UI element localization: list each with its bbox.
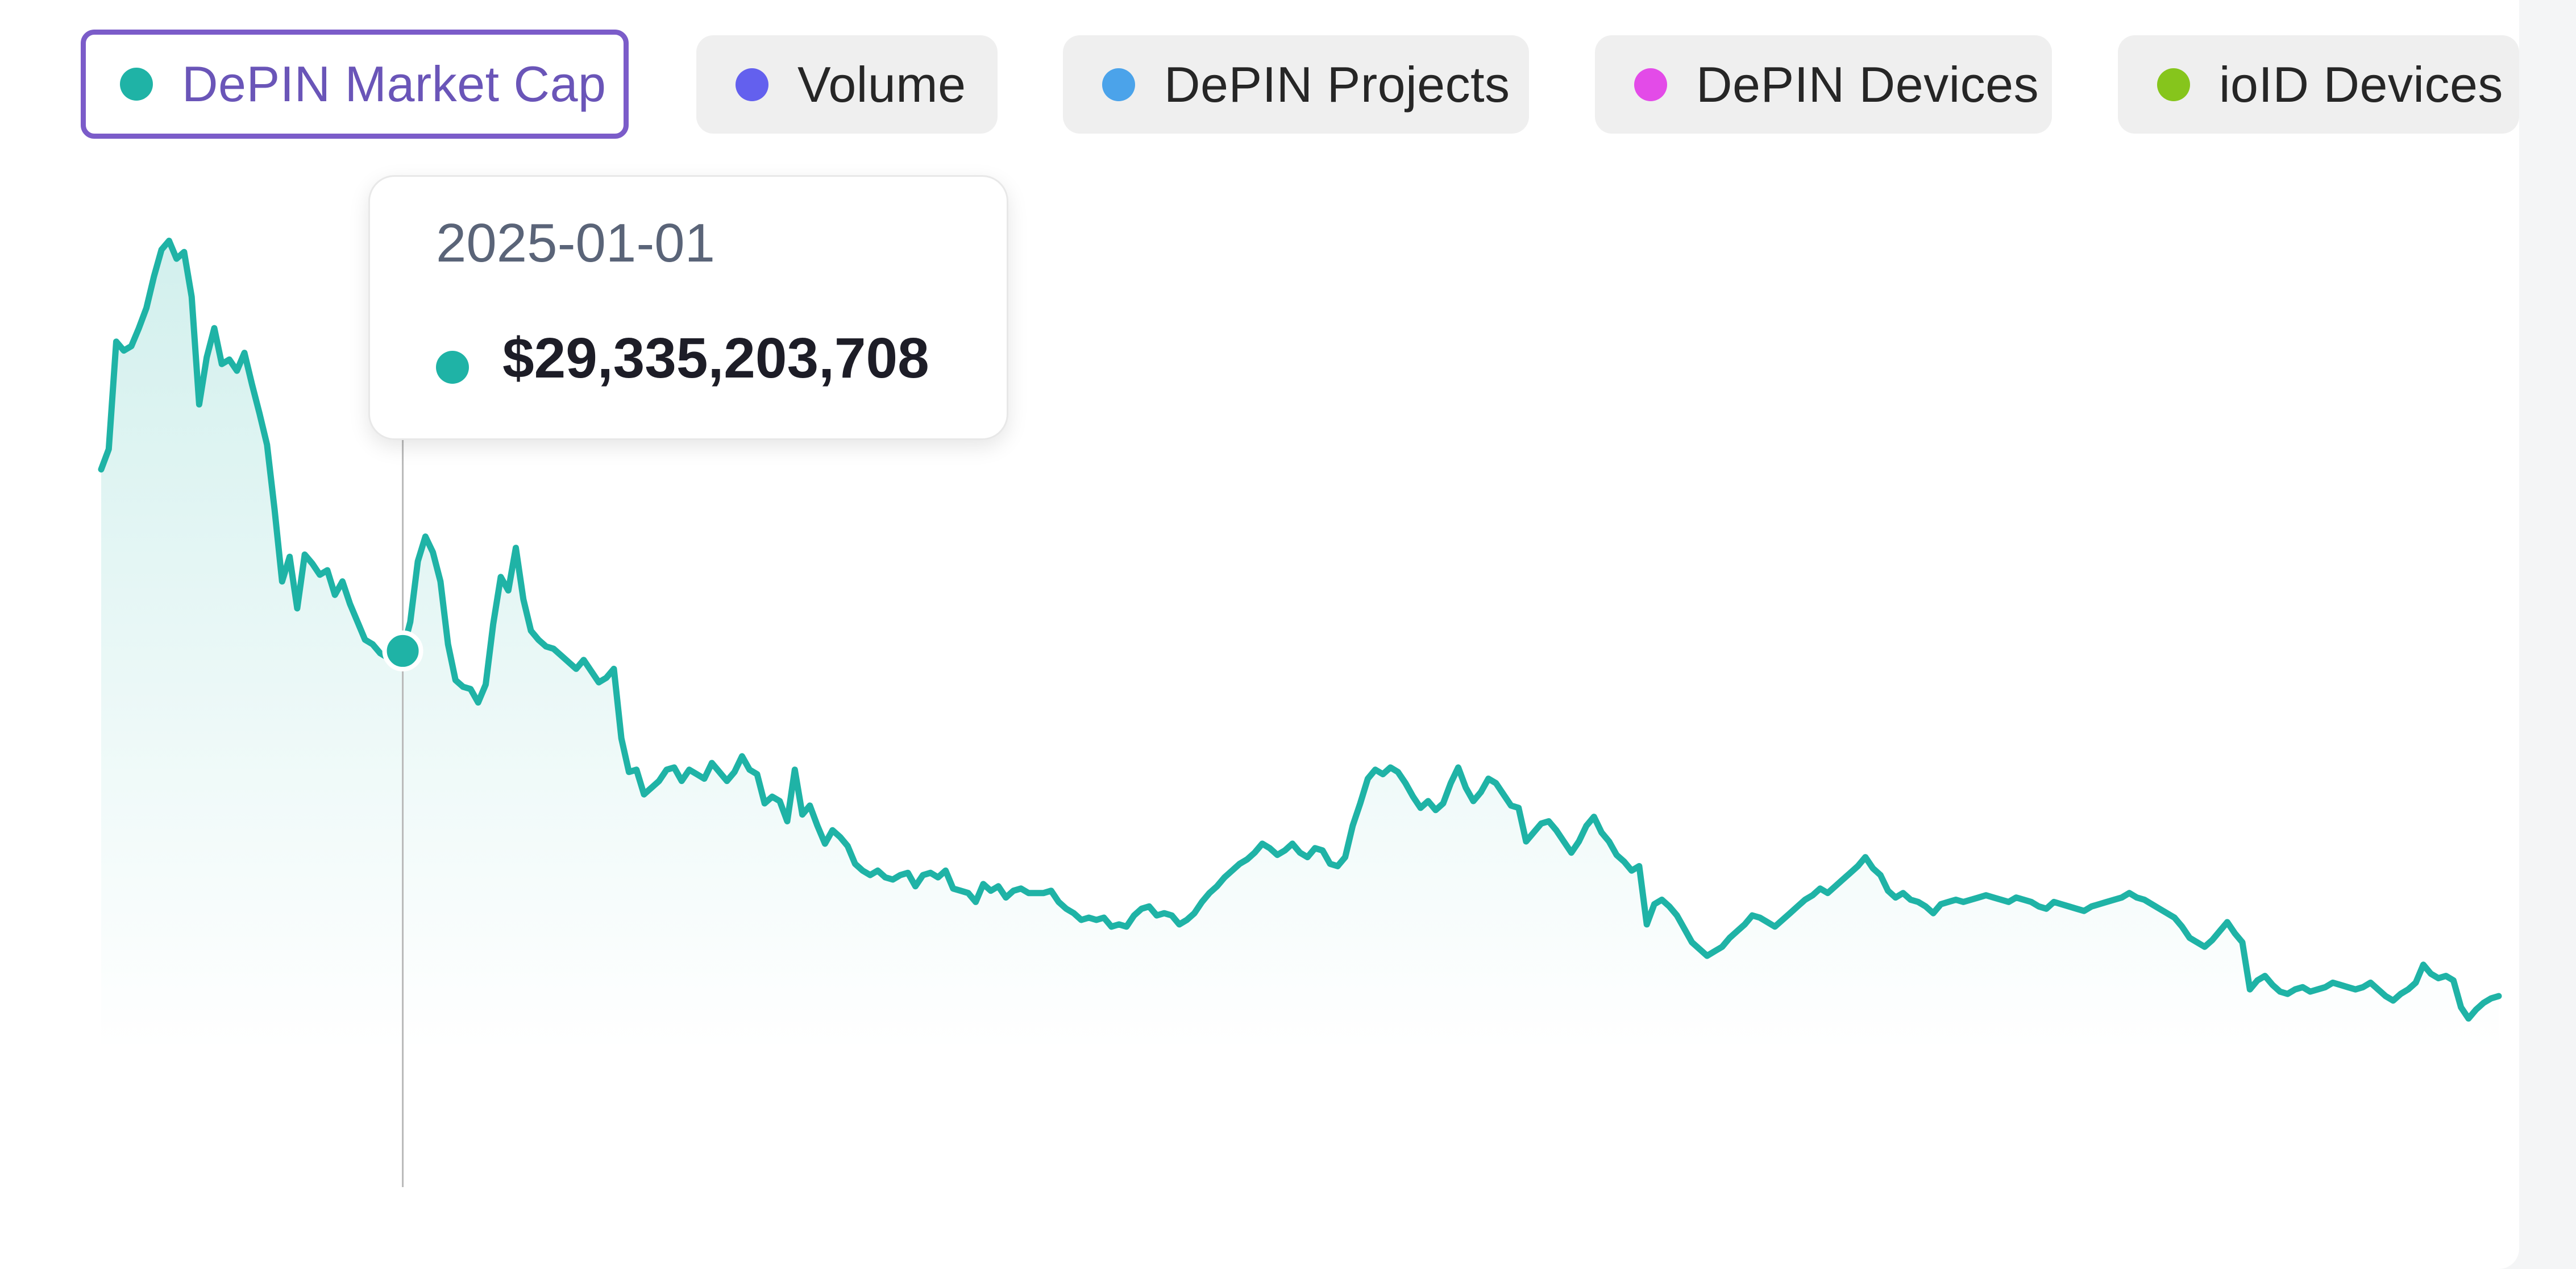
- chart-tooltip: 2025-01-01 $29,335,203,708: [368, 175, 1008, 440]
- tooltip-date: 2025-01-01: [436, 213, 716, 273]
- tab-dot-icon: [1102, 68, 1135, 101]
- tab-label: Volume: [797, 56, 966, 113]
- tab-dot-icon: [1634, 68, 1667, 101]
- series-area: [101, 240, 2499, 1052]
- series-line: [98, 238, 2502, 1022]
- tab-volume[interactable]: Volume: [696, 35, 998, 134]
- hover-point[interactable]: [382, 630, 423, 671]
- tab-depin-market-cap[interactable]: DePIN Market Cap: [81, 30, 629, 139]
- tab-label: DePIN Projects: [1164, 56, 1510, 113]
- tab-depin-projects[interactable]: DePIN Projects: [1063, 35, 1529, 134]
- tab-label: ioID Devices: [2219, 56, 2503, 113]
- tab-dot-icon: [2157, 68, 2190, 101]
- metric-tabs: DePIN Market Cap Volume DePIN Projects D…: [0, 0, 2519, 142]
- tab-label: DePIN Devices: [1696, 56, 2039, 113]
- tab-label: DePIN Market Cap: [182, 56, 606, 112]
- tab-dot-icon: [120, 68, 153, 101]
- tab-dot-icon: [736, 68, 768, 101]
- tooltip-value: $29,335,203,708: [502, 326, 929, 390]
- chart-card: DePIN Market Cap Volume DePIN Projects D…: [0, 0, 2519, 1269]
- tab-ioid-devices[interactable]: ioID Devices: [2118, 35, 2519, 134]
- tab-depin-devices[interactable]: DePIN Devices: [1595, 35, 2052, 134]
- tooltip-series-dot-icon: [436, 351, 469, 384]
